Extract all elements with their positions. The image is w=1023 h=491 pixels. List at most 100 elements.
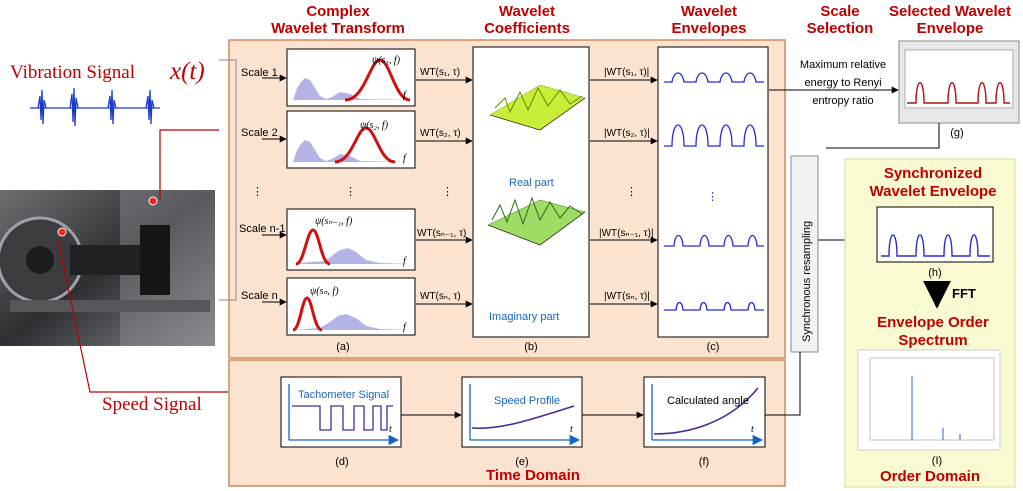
svg-text:ψ(sₙ, f): ψ(sₙ, f) — [310, 286, 339, 297]
svg-text:⋮: ⋮ — [442, 186, 453, 198]
selection-connector — [826, 123, 940, 149]
caption-e: (e) — [515, 456, 528, 468]
svg-text:energy to Renyi: energy to Renyi — [804, 77, 881, 89]
caption-b: (b) — [524, 341, 537, 353]
caption-h: (h) — [928, 267, 941, 279]
filter-box-1: ψ(s₁, f) f — [286, 48, 416, 107]
svg-text:Selected Wavelet: Selected Wavelet — [889, 3, 1011, 20]
svg-text:|WT(s₂, τ)|: |WT(s₂, τ)| — [604, 128, 650, 139]
svg-text:WT(sₙ₋₁, τ): WT(sₙ₋₁, τ) — [417, 228, 466, 239]
fft-label: FFT — [952, 286, 976, 301]
svg-text:Envelope: Envelope — [917, 20, 984, 37]
svg-text:t: t — [570, 424, 573, 435]
synchronized-envelope-box — [876, 206, 994, 263]
svg-text:f: f — [403, 322, 407, 333]
order-spectrum-plot — [857, 349, 1001, 451]
svg-text:Scale 2: Scale 2 — [241, 127, 278, 139]
caption-i: (I) — [932, 455, 942, 467]
vibration-connector — [159, 129, 219, 200]
time-domain-label: Time Domain — [486, 467, 580, 484]
svg-text:|WT(sₙ₋₁, τ)|: |WT(sₙ₋₁, τ)| — [599, 228, 654, 239]
svg-text:ψ(s₂, f): ψ(s₂, f) — [360, 120, 389, 131]
svg-text:Scale n: Scale n — [241, 290, 278, 302]
caption-f: (f) — [699, 456, 709, 468]
resampling-label: Synchronous resampling — [801, 221, 813, 342]
resampling-box — [790, 155, 819, 353]
svg-text:entropy ratio: entropy ratio — [812, 95, 873, 107]
abs-wt-labels: |WT(s₁, τ)| |WT(s₂, τ)| |WT(sₙ₋₁, τ)| |W… — [599, 67, 654, 302]
wt-arrows — [416, 76, 473, 308]
svg-text:WT(s₁, τ): WT(s₁, τ) — [420, 67, 460, 78]
vibration-variable: x(t) — [169, 58, 205, 85]
svg-text:⋮: ⋮ — [345, 186, 356, 198]
wt-labels: WT(s₁, τ) WT(s₂, τ) WT(sₙ₋₁, τ) WT(sₙ, τ… — [417, 67, 466, 302]
svg-text:f: f — [403, 256, 407, 267]
svg-text:Wavelet Transform: Wavelet Transform — [271, 20, 405, 37]
caption-a: (a) — [336, 341, 349, 353]
svg-text:Coefficients: Coefficients — [484, 20, 570, 37]
svg-text:Real part: Real part — [509, 177, 554, 189]
filter-box-2: ψ(s₂, f) f — [286, 110, 416, 169]
header-selected-envelope: Selected Wavelet Envelope — [889, 3, 1011, 37]
caption-c: (c) — [707, 341, 720, 353]
svg-text:ψ(s₁, f): ψ(s₁, f) — [372, 55, 401, 66]
envelopes-box: ⋮ — [657, 46, 769, 338]
svg-text:Scale 1: Scale 1 — [241, 67, 278, 79]
svg-text:Tachometer Signal: Tachometer Signal — [298, 389, 389, 401]
test-rig-photo — [0, 190, 215, 346]
header-coefficients: Wavelet Coefficients — [484, 3, 570, 37]
sensor-dot-vibration — [148, 196, 158, 206]
coefficients-box: Real part Imaginary part — [472, 46, 590, 338]
criterion-text: Maximum relative energy to Renyi entropy… — [800, 59, 886, 107]
svg-text:t: t — [389, 424, 392, 435]
svg-text:f: f — [403, 153, 407, 164]
svg-text:Spectrum: Spectrum — [898, 332, 967, 349]
caption-d: (d) — [335, 456, 348, 468]
angle-connector — [765, 352, 801, 416]
svg-text:Synchronized: Synchronized — [884, 165, 982, 182]
svg-text:|WT(s₁, τ)|: |WT(s₁, τ)| — [604, 67, 649, 78]
speed-connector — [57, 239, 228, 393]
header-scale-selection: Scale Selection — [807, 3, 874, 37]
bracket — [219, 59, 237, 301]
tachometer-box: Tachometer Signal t — [280, 376, 402, 448]
header-cwt: Complex Wavelet Transform — [271, 3, 405, 37]
svg-text:⋮: ⋮ — [626, 186, 637, 198]
svg-text:t: t — [751, 424, 754, 435]
vibration-signal-label: Vibration Signal — [10, 62, 135, 83]
vibration-waveform — [30, 87, 160, 127]
filter-box-3: ψ(sₙ₋₁, f) f — [286, 208, 416, 271]
scale-arrows — [262, 74, 287, 306]
selected-envelope-box — [898, 40, 1020, 124]
svg-text:Scale n-1: Scale n-1 — [239, 223, 285, 235]
order-spectrum-header: Envelope Order Spectrum — [877, 314, 989, 349]
scale-rows: Scale 1 Scale 2 Scale n-1 Scale n ⋮ ⋮ ⋮ … — [239, 67, 637, 302]
svg-text:WT(sₙ, τ): WT(sₙ, τ) — [420, 291, 461, 302]
order-domain-label: Order Domain — [880, 468, 980, 485]
abs-wt-arrows — [590, 76, 658, 308]
svg-text:Calculated angle: Calculated angle — [667, 395, 749, 407]
sensor-dot-speed — [57, 227, 67, 237]
svg-text:f: f — [403, 90, 407, 101]
header-envelopes: Wavelet Envelopes — [671, 3, 746, 37]
svg-text:Wavelet Envelope: Wavelet Envelope — [870, 183, 997, 200]
speed-signal-label: Speed Signal — [102, 394, 202, 415]
svg-text:|WT(sₙ, τ)|: |WT(sₙ, τ)| — [604, 291, 650, 302]
svg-text:Complex: Complex — [306, 3, 370, 20]
caption-g: (g) — [950, 127, 963, 139]
svg-text:Envelope Order: Envelope Order — [877, 314, 989, 331]
svg-text:WT(s₂, τ): WT(s₂, τ) — [420, 128, 461, 139]
svg-text:Speed Profile: Speed Profile — [494, 395, 560, 407]
svg-text:Wavelet: Wavelet — [681, 3, 737, 20]
svg-text:Wavelet: Wavelet — [499, 3, 555, 20]
calculated-angle-box: Calculated angle t — [643, 376, 766, 448]
svg-text:⋮: ⋮ — [252, 186, 263, 198]
svg-text:Scale: Scale — [820, 3, 859, 20]
svg-text:Selection: Selection — [807, 20, 874, 37]
svg-text:Envelopes: Envelopes — [671, 20, 746, 37]
svg-text:ψ(sₙ₋₁, f): ψ(sₙ₋₁, f) — [315, 216, 353, 227]
speed-profile-box: Speed Profile t — [461, 376, 583, 448]
synchronized-header: Synchronized Wavelet Envelope — [870, 165, 997, 200]
svg-text:Maximum relative: Maximum relative — [800, 59, 886, 71]
filter-box-4: ψ(sₙ, f) f — [286, 277, 416, 336]
